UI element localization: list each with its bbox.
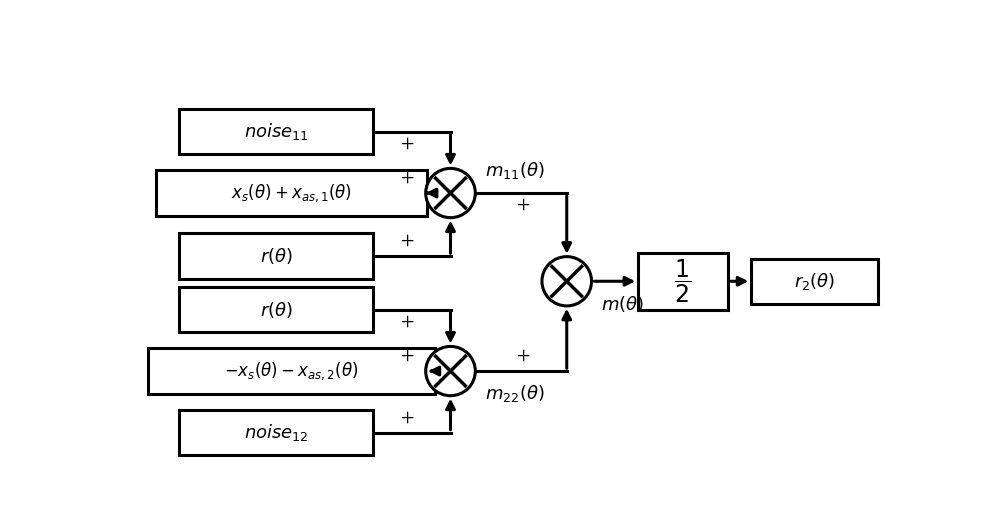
Text: +: +: [400, 348, 413, 365]
Bar: [179, 410, 373, 455]
Bar: [751, 259, 878, 304]
Text: +: +: [516, 348, 529, 365]
Text: $\mathit{noise}_{11}$: $\mathit{noise}_{11}$: [244, 121, 309, 142]
Text: $\dfrac{1}{2}$: $\dfrac{1}{2}$: [674, 257, 692, 305]
Bar: [179, 109, 373, 154]
Text: +: +: [400, 135, 413, 153]
Bar: [179, 234, 373, 279]
Text: +: +: [516, 197, 529, 214]
Bar: [148, 348, 435, 394]
Text: $r_2(\theta)$: $r_2(\theta)$: [794, 271, 835, 292]
Ellipse shape: [426, 346, 475, 396]
Text: +: +: [400, 409, 413, 426]
Text: +: +: [400, 170, 413, 187]
Text: $-x_s(\theta)-x_{as,2}(\theta)$: $-x_s(\theta)-x_{as,2}(\theta)$: [224, 360, 359, 382]
Bar: [156, 170, 427, 215]
Text: $m_{22}(\theta)$: $m_{22}(\theta)$: [485, 384, 544, 404]
Text: $r(\theta)$: $r(\theta)$: [260, 246, 293, 266]
Ellipse shape: [542, 256, 592, 306]
Text: $r(\theta)$: $r(\theta)$: [260, 300, 293, 320]
Bar: [179, 287, 373, 332]
Text: $\mathit{noise}_{12}$: $\mathit{noise}_{12}$: [244, 422, 308, 443]
Text: $x_s(\theta)+x_{as,1}(\theta)$: $x_s(\theta)+x_{as,1}(\theta)$: [231, 182, 352, 204]
Bar: [638, 253, 728, 310]
Text: +: +: [400, 313, 413, 330]
Text: $m(\theta)$: $m(\theta)$: [601, 294, 644, 313]
Text: $m_{11}(\theta)$: $m_{11}(\theta)$: [485, 160, 544, 181]
Ellipse shape: [426, 169, 475, 218]
Text: +: +: [400, 232, 413, 250]
